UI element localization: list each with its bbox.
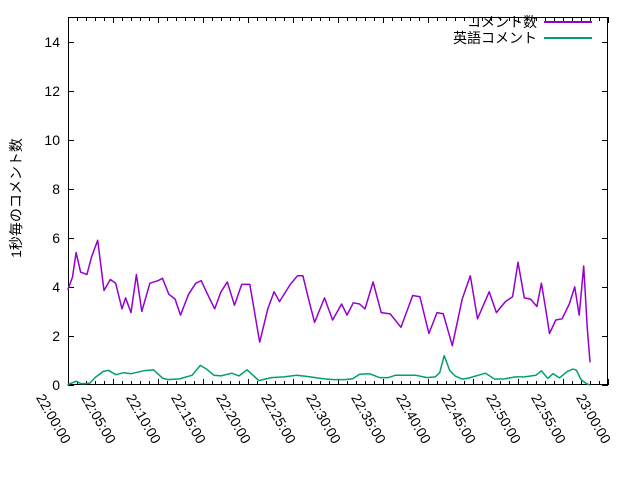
legend-label-english-comments: 英語コメント [453, 30, 537, 46]
legend-row-comments: コメント数 [453, 14, 592, 30]
series-line-english-comments [67, 354, 590, 386]
y-tick-label: 2 [52, 327, 60, 344]
legend-row-english-comments: 英語コメント [453, 30, 592, 46]
y-tick-label: 4 [52, 278, 60, 295]
legend: コメント数 英語コメント [453, 14, 592, 46]
y-tick-label: 0 [52, 377, 60, 393]
y-tick-label: 10 [44, 131, 60, 148]
series-line-comments [67, 239, 591, 363]
y-tick-label: 12 [44, 82, 60, 99]
y-tick-label: 8 [52, 180, 60, 197]
legend-line-sample-english-comments [544, 37, 592, 39]
y-tick-label: 6 [52, 229, 60, 246]
y-tick-label: 14 [44, 33, 60, 50]
legend-line-sample-comments [544, 21, 592, 23]
plot-border [68, 17, 608, 385]
legend-label-comments: コメント数 [467, 14, 537, 30]
